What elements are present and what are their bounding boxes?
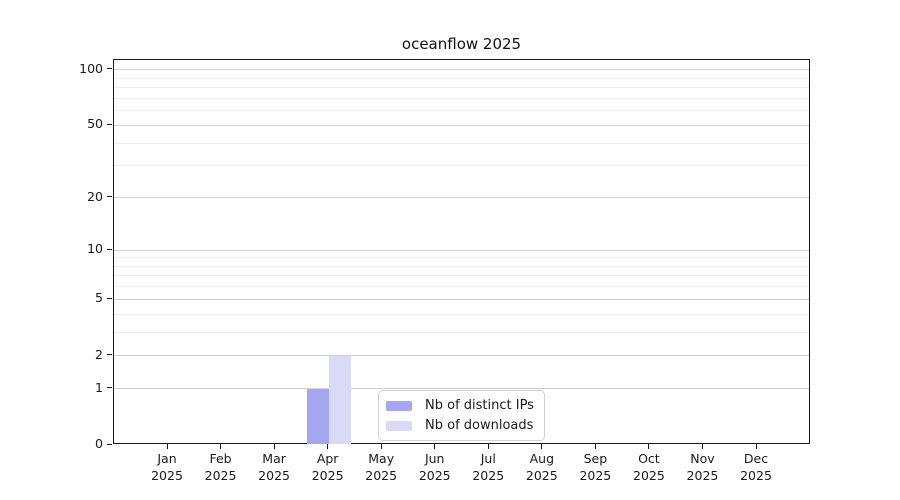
y-tick-label: 1 <box>95 379 103 395</box>
y-tick-label: 2 <box>95 346 103 362</box>
major-gridline <box>114 69 809 71</box>
minor-gridline <box>114 142 809 144</box>
y-tick-mark <box>107 297 112 299</box>
y-tick-label: 5 <box>95 290 103 306</box>
minor-gridline <box>114 257 809 259</box>
minor-gridline <box>114 313 809 315</box>
x-tick-label: Jun 2025 <box>418 451 451 483</box>
y-tick-mark <box>107 196 112 197</box>
minor-gridline <box>114 110 809 112</box>
chart-title: oceanflow 2025 <box>401 35 522 53</box>
x-tick-label: Jan 2025 <box>151 451 183 483</box>
x-tick-label: May 2025 <box>365 451 398 483</box>
y-tick-label: 100 <box>79 60 103 76</box>
y-tick-label: 50 <box>87 116 103 132</box>
minor-gridline <box>114 87 809 89</box>
y-tick-mark <box>107 443 112 445</box>
y-tick-mark <box>107 354 112 356</box>
x-tick-mark <box>701 444 703 449</box>
x-tick-label: Dec 2025 <box>740 451 772 483</box>
legend-row: Nb of distinct IPs <box>386 398 534 413</box>
x-tick-mark <box>166 444 168 449</box>
x-tick-mark <box>380 444 382 449</box>
y-tick-mark <box>107 248 112 250</box>
bar-nb-of-downloads <box>328 355 351 444</box>
legend-swatch-icon <box>386 400 412 411</box>
y-tick-label: 0 <box>95 436 103 451</box>
legend-row: Nb of downloads <box>386 418 534 433</box>
x-tick-mark <box>487 444 489 449</box>
major-gridline <box>114 249 809 251</box>
minor-gridline <box>114 97 809 99</box>
x-tick-mark <box>327 444 329 449</box>
x-tick-label: Aug 2025 <box>525 451 558 483</box>
minor-gridline <box>114 331 809 333</box>
y-tick-label: 20 <box>87 188 103 204</box>
x-tick-mark <box>541 444 543 449</box>
legend-label: Nb of downloads <box>425 418 534 433</box>
y-tick-mark <box>107 123 112 125</box>
x-tick-mark <box>594 444 596 449</box>
y-tick-label: 10 <box>87 241 103 257</box>
major-gridline <box>114 124 809 126</box>
x-tick-label: Sep 2025 <box>579 451 612 483</box>
x-tick-mark <box>755 444 757 449</box>
x-tick-label: Apr 2025 <box>311 451 344 483</box>
x-tick-label: Nov 2025 <box>686 451 719 483</box>
x-tick-mark <box>434 444 436 449</box>
legend-box: Nb of distinct IPs Nb of downloads <box>378 390 545 441</box>
x-tick-label: Oct 2025 <box>633 451 665 483</box>
x-tick-mark <box>220 444 222 449</box>
legend-label: Nb of distinct IPs <box>425 398 534 413</box>
plot-area <box>113 59 810 444</box>
minor-gridline <box>114 165 809 167</box>
major-gridline <box>114 197 809 198</box>
y-tick-mark <box>107 387 112 389</box>
x-tick-mark <box>648 444 650 449</box>
minor-gridline <box>114 286 809 288</box>
x-tick-label: Feb 2025 <box>204 451 237 483</box>
major-gridline <box>114 388 809 390</box>
y-tick-mark <box>107 68 112 70</box>
x-tick-mark <box>273 444 275 449</box>
minor-gridline <box>114 275 809 277</box>
major-gridline <box>114 355 809 357</box>
minor-gridline <box>114 77 809 79</box>
major-gridline <box>114 298 809 300</box>
x-tick-label: Mar 2025 <box>258 451 290 483</box>
legend-swatch-icon <box>386 420 412 431</box>
bar-nb-of-distinct-ips <box>306 388 329 444</box>
x-tick-label: Jul 2025 <box>472 451 505 483</box>
minor-gridline <box>114 265 809 267</box>
